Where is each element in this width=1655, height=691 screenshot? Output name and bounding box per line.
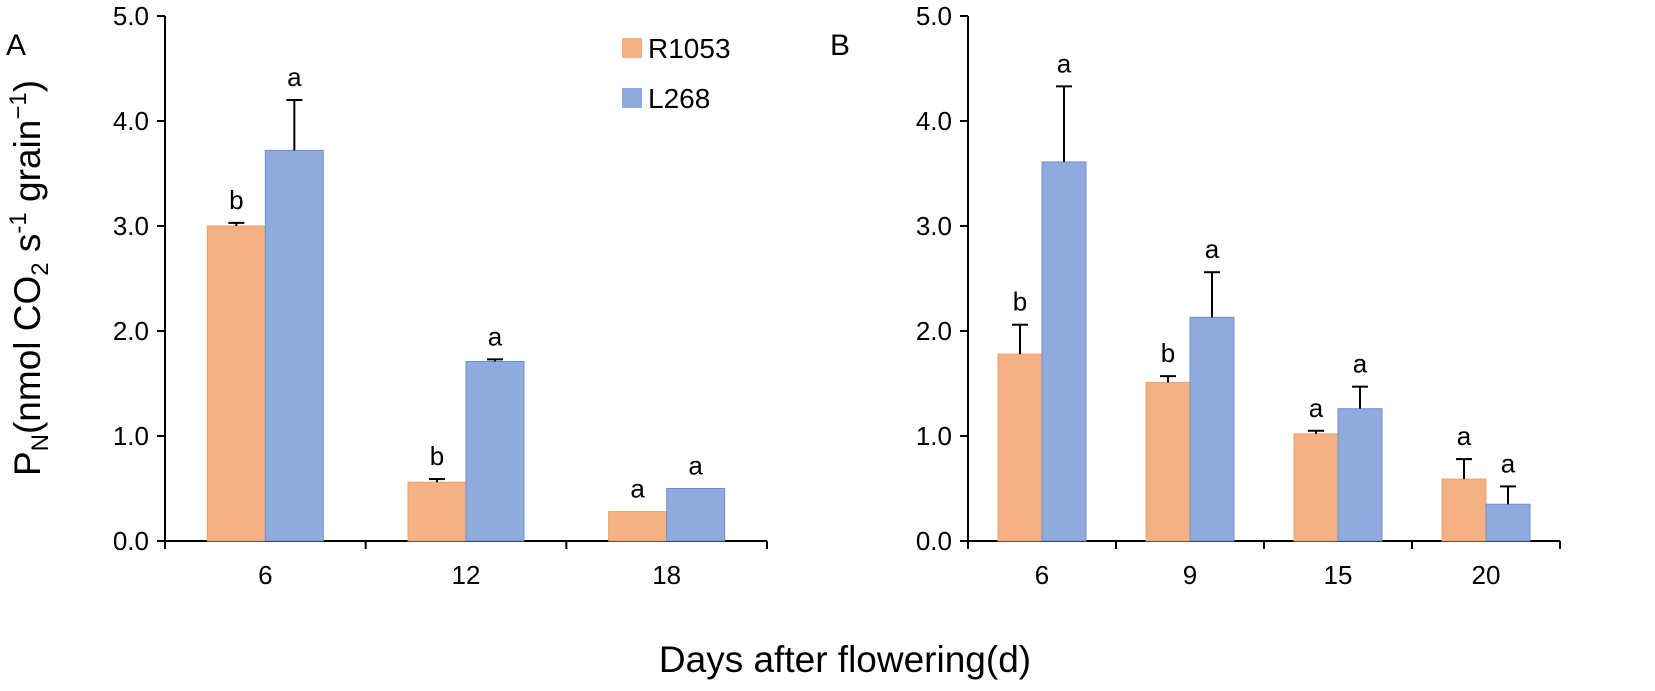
y-title-part2: s bbox=[7, 234, 48, 263]
y-title-sub: N bbox=[27, 434, 54, 451]
y-tick-label: 2.0 bbox=[916, 316, 952, 346]
x-tick-label: 15 bbox=[1324, 560, 1353, 590]
x-tick-label: 18 bbox=[652, 560, 681, 590]
x-tick-label: 20 bbox=[1472, 560, 1501, 590]
x-tick-label: 6 bbox=[258, 560, 272, 590]
significance-letter: a bbox=[287, 62, 302, 92]
y-tick-label: 1.0 bbox=[113, 421, 149, 451]
legend: R1053 L268 bbox=[622, 33, 731, 114]
bar-l268 bbox=[1041, 161, 1087, 542]
legend-swatch-l268 bbox=[622, 88, 642, 108]
x-tick-label: 12 bbox=[452, 560, 481, 590]
significance-letter: a bbox=[630, 474, 645, 504]
y-title-sup1: -1 bbox=[5, 212, 32, 233]
bar-l268 bbox=[465, 360, 525, 542]
significance-letter: a bbox=[1457, 421, 1472, 451]
y-title-sub2: 2 bbox=[27, 262, 54, 275]
y-tick-label: 1.0 bbox=[916, 421, 952, 451]
y-tick-label: 3.0 bbox=[113, 211, 149, 241]
legend-swatch-r1053 bbox=[622, 38, 642, 58]
panel-a-label: A bbox=[6, 29, 26, 62]
bar-l268 bbox=[1337, 408, 1383, 542]
significance-letter: a bbox=[1309, 393, 1324, 423]
x-axis-title: Days after flowering(d) bbox=[659, 639, 1031, 680]
y-title-main: P bbox=[7, 451, 48, 476]
significance-letter: a bbox=[488, 321, 503, 351]
significance-letter: a bbox=[1057, 48, 1072, 78]
bar-r1053 bbox=[608, 511, 668, 542]
legend-label-r1053: R1053 bbox=[648, 33, 731, 64]
significance-letter: b bbox=[1161, 338, 1175, 368]
y-tick-label: 2.0 bbox=[113, 316, 149, 346]
panel-a-plot: 0.0 1.0 2.0 3.0 4.0 5.0 6 12 18 b b a a a a bbox=[113, 1, 768, 590]
x-tick-label: 6 bbox=[1035, 560, 1049, 590]
y-tick-label: 5.0 bbox=[113, 1, 149, 31]
significance-letter: b bbox=[430, 441, 444, 471]
y-title-sup2: −1 bbox=[5, 92, 32, 119]
y-tick-label: 0.0 bbox=[113, 526, 149, 556]
bar-r1053 bbox=[1145, 381, 1191, 542]
panel-a: A 0.0 1.0 2.0 3.0 4.0 5.0 6 12 18 b b a a a a R1053 L2… bbox=[6, 1, 768, 590]
y-tick-label: 4.0 bbox=[113, 106, 149, 136]
significance-letter: a bbox=[1501, 448, 1516, 478]
legend-label-l268: L268 bbox=[648, 83, 710, 114]
y-axis-title: PN(nmol CO2 s-1 grain−1) bbox=[5, 80, 54, 476]
bar-r1053 bbox=[1293, 433, 1339, 542]
panel-b-label: B bbox=[830, 29, 850, 62]
bar-r1053 bbox=[997, 353, 1043, 542]
y-tick-label: 3.0 bbox=[916, 211, 952, 241]
y-title-part4: ) bbox=[7, 80, 48, 92]
y-tick-label: 0.0 bbox=[916, 526, 952, 556]
bar-l268 bbox=[666, 488, 726, 542]
bar-r1053 bbox=[407, 481, 467, 542]
bar-l268 bbox=[1485, 503, 1531, 542]
bar-r1053 bbox=[1441, 478, 1487, 542]
bar-l268 bbox=[1189, 316, 1235, 542]
bar-r1053 bbox=[206, 225, 266, 542]
significance-letter: a bbox=[1205, 234, 1220, 264]
y-tick-label: 5.0 bbox=[916, 1, 952, 31]
significance-letter: b bbox=[1013, 287, 1027, 317]
y-tick-label: 4.0 bbox=[916, 106, 952, 136]
significance-letter: a bbox=[688, 451, 703, 481]
y-title-part3: grain bbox=[7, 120, 48, 213]
y-title-part1: (nmol CO bbox=[7, 276, 48, 434]
significance-letter: a bbox=[1353, 349, 1368, 379]
bar-l268 bbox=[264, 149, 324, 542]
x-tick-label: 9 bbox=[1183, 560, 1197, 590]
significance-letter: b bbox=[229, 185, 243, 215]
